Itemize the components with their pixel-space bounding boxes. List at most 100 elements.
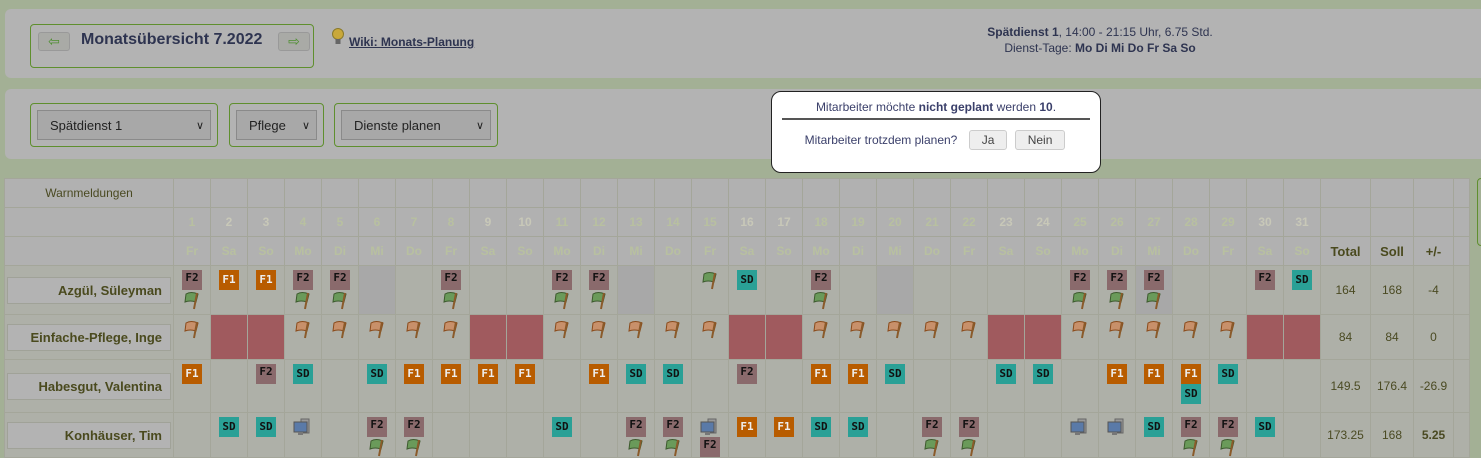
day-cell[interactable] — [1209, 314, 1247, 360]
shift-badge-f1[interactable]: F1 — [589, 364, 609, 384]
day-cell[interactable] — [210, 359, 248, 413]
shift-badge-sd[interactable]: SD — [737, 270, 757, 290]
day-cell[interactable] — [1283, 314, 1321, 360]
shift-badge-sd[interactable]: SD — [626, 364, 646, 384]
day-cell[interactable]: F2 — [802, 265, 840, 315]
day-number[interactable]: 13 — [617, 207, 655, 237]
day-cell[interactable]: SD — [210, 412, 248, 458]
day-cell[interactable] — [950, 265, 988, 315]
day-cell[interactable]: F1 — [765, 412, 803, 458]
day-number[interactable]: 12 — [580, 207, 618, 237]
day-cell[interactable]: F1 — [802, 359, 840, 413]
day-cell[interactable] — [765, 265, 803, 315]
day-cell[interactable] — [247, 314, 285, 360]
day-cell[interactable]: F2 — [1246, 265, 1284, 315]
day-cell[interactable]: F2 — [1209, 412, 1247, 458]
day-cell[interactable] — [1283, 412, 1321, 458]
day-number[interactable]: 29 — [1209, 207, 1247, 237]
shift-badge-sd[interactable]: SD — [1292, 270, 1312, 290]
day-number[interactable]: 23 — [987, 207, 1025, 237]
shift-badge-sd[interactable]: SD — [1033, 364, 1053, 384]
day-cell[interactable]: F2 — [284, 265, 322, 315]
shift-badge-f1[interactable]: F1 — [515, 364, 535, 384]
shift-badge-sd[interactable]: SD — [1255, 417, 1275, 437]
shift-badge-f2[interactable]: F2 — [1218, 417, 1238, 437]
day-cell[interactable] — [1246, 314, 1284, 360]
day-cell[interactable] — [173, 314, 211, 360]
day-cell[interactable] — [987, 412, 1025, 458]
shift-badge-sd[interactable]: SD — [996, 364, 1016, 384]
day-number[interactable]: 8 — [432, 207, 470, 237]
day-cell[interactable] — [580, 314, 618, 360]
shift-badge-f1[interactable]: F1 — [774, 417, 794, 437]
day-cell[interactable]: F2 — [654, 412, 692, 458]
shift-badge-sd[interactable]: SD — [1218, 364, 1238, 384]
day-number[interactable]: 1 — [173, 207, 211, 237]
shift-badge-f2[interactable]: F2 — [1107, 270, 1127, 290]
day-number[interactable]: 4 — [284, 207, 322, 237]
employee-name[interactable]: Einfache-Pflege, Inge — [7, 323, 171, 351]
no-button[interactable]: Nein — [1014, 130, 1066, 150]
shift-badge-sd[interactable]: SD — [811, 417, 831, 437]
day-cell[interactable] — [506, 314, 544, 360]
shift-badge-f2[interactable]: F2 — [293, 270, 313, 290]
day-cell[interactable]: F2 — [691, 412, 729, 458]
day-cell[interactable] — [1098, 314, 1136, 360]
day-number[interactable]: 30 — [1246, 207, 1284, 237]
day-cell[interactable] — [284, 412, 322, 458]
day-cell[interactable] — [913, 265, 951, 315]
day-cell[interactable]: SD — [247, 412, 285, 458]
shift-badge-f2[interactable]: F2 — [367, 417, 387, 437]
day-cell[interactable]: SD — [358, 359, 396, 413]
day-cell[interactable] — [654, 265, 692, 315]
day-cell[interactable]: F1 — [728, 412, 766, 458]
day-number[interactable]: 20 — [876, 207, 914, 237]
day-cell[interactable]: F2 — [728, 359, 766, 413]
day-number[interactable]: 11 — [543, 207, 581, 237]
day-cell[interactable] — [1135, 314, 1173, 360]
day-cell[interactable] — [691, 314, 729, 360]
day-number[interactable]: 14 — [654, 207, 692, 237]
shift-badge-f1[interactable]: F1 — [1181, 364, 1201, 384]
day-cell[interactable] — [432, 412, 470, 458]
day-cell[interactable] — [543, 359, 581, 413]
day-cell[interactable]: F1 — [506, 359, 544, 413]
day-cell[interactable] — [876, 265, 914, 315]
shift-badge-f2[interactable]: F2 — [663, 417, 683, 437]
day-cell[interactable]: F2 — [432, 265, 470, 315]
day-number[interactable]: 7 — [395, 207, 433, 237]
day-number[interactable]: 9 — [469, 207, 507, 237]
day-cell[interactable]: SD — [1283, 265, 1321, 315]
area-select[interactable]: Pflege ∨ — [236, 110, 317, 140]
day-number[interactable]: 24 — [1024, 207, 1062, 237]
day-cell[interactable]: F1 — [1098, 359, 1136, 413]
day-number[interactable]: 18 — [802, 207, 840, 237]
shift-badge-sd[interactable]: SD — [1181, 384, 1201, 404]
day-cell[interactable]: SD — [802, 412, 840, 458]
day-cell[interactable] — [691, 359, 729, 413]
day-cell[interactable] — [728, 314, 766, 360]
day-cell[interactable]: F1 — [210, 265, 248, 315]
day-cell[interactable] — [580, 412, 618, 458]
day-cell[interactable]: SD — [284, 359, 322, 413]
day-number[interactable]: 21 — [913, 207, 951, 237]
day-cell[interactable]: F2 — [1135, 265, 1173, 315]
day-cell[interactable]: F2 — [1172, 412, 1210, 458]
day-number[interactable]: 10 — [506, 207, 544, 237]
day-number[interactable]: 31 — [1283, 207, 1321, 237]
shift-badge-sd[interactable]: SD — [885, 364, 905, 384]
day-cell[interactable] — [950, 359, 988, 413]
day-cell[interactable] — [395, 265, 433, 315]
day-cell[interactable] — [913, 359, 951, 413]
day-cell[interactable]: SD — [543, 412, 581, 458]
day-cell[interactable]: F2 — [173, 265, 211, 315]
day-cell[interactable]: F1 — [247, 265, 285, 315]
day-cell[interactable] — [654, 314, 692, 360]
shift-badge-sd[interactable]: SD — [367, 364, 387, 384]
day-cell[interactable] — [802, 314, 840, 360]
day-number[interactable]: 25 — [1061, 207, 1099, 237]
day-cell[interactable]: F1 — [395, 359, 433, 413]
day-cell[interactable]: F1 — [580, 359, 618, 413]
day-cell[interactable] — [913, 314, 951, 360]
day-cell[interactable] — [987, 265, 1025, 315]
